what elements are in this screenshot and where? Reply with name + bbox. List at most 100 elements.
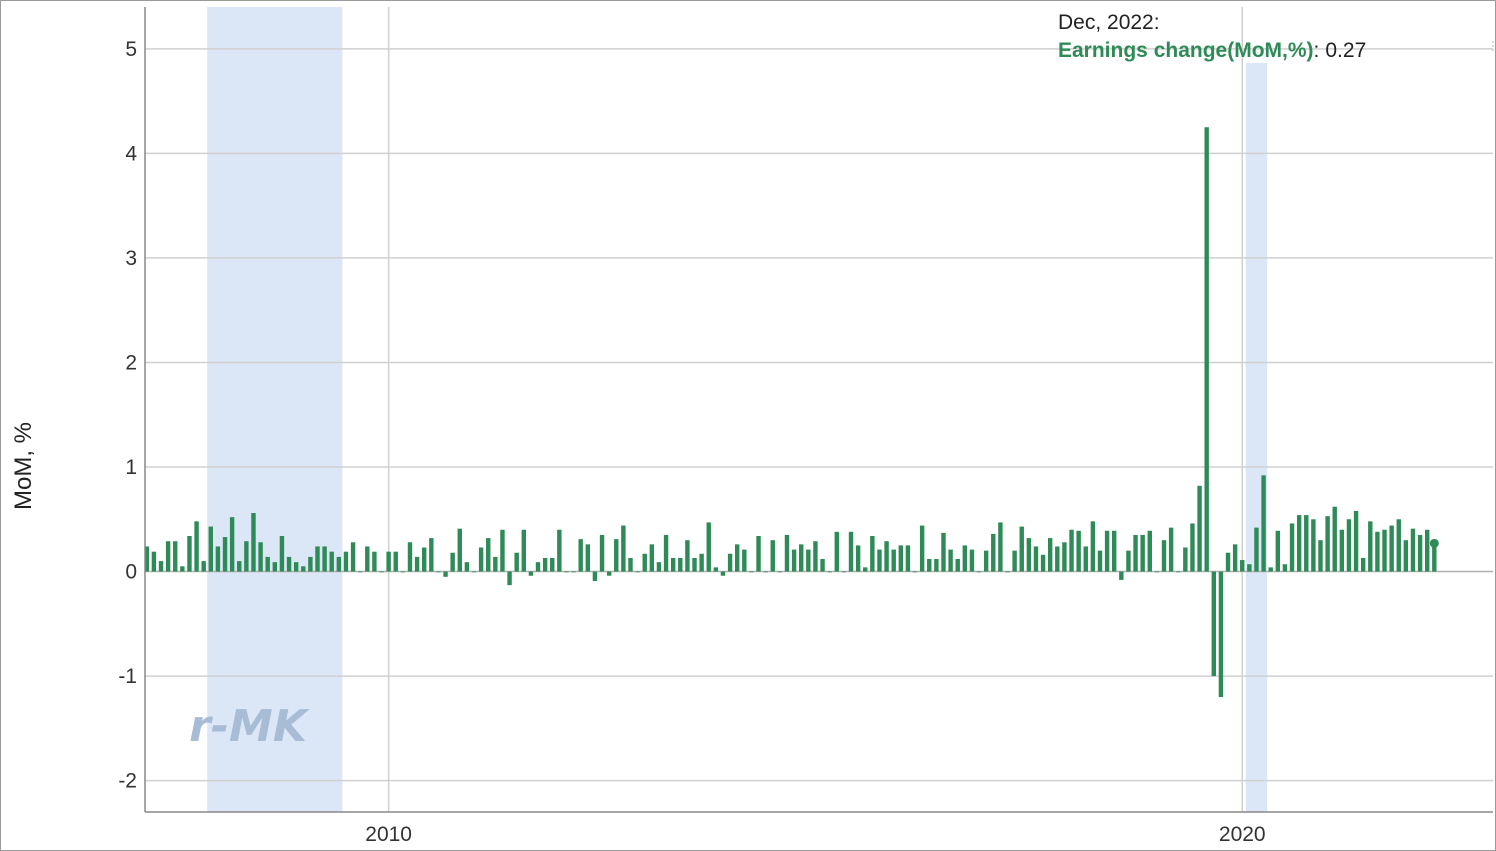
data-bar[interactable] bbox=[244, 541, 249, 572]
data-bar[interactable] bbox=[841, 571, 847, 573]
data-bar[interactable] bbox=[884, 541, 889, 572]
data-bar[interactable] bbox=[521, 529, 526, 572]
data-bar[interactable] bbox=[1190, 523, 1195, 572]
data-bar[interactable] bbox=[1275, 530, 1281, 572]
data-bar[interactable] bbox=[720, 571, 726, 576]
data-bar[interactable] bbox=[429, 538, 434, 572]
data-bar[interactable] bbox=[151, 551, 157, 572]
data-bar[interactable] bbox=[1161, 540, 1167, 572]
data-bar[interactable] bbox=[1211, 571, 1216, 677]
data-bar[interactable] bbox=[464, 562, 470, 572]
data-bar[interactable] bbox=[663, 534, 669, 572]
data-bar[interactable] bbox=[1282, 564, 1288, 572]
data-bar[interactable] bbox=[877, 549, 882, 572]
data-bar[interactable] bbox=[407, 542, 413, 572]
data-bar[interactable] bbox=[542, 557, 548, 572]
data-bar[interactable] bbox=[1346, 519, 1352, 572]
data-bar[interactable] bbox=[422, 547, 427, 572]
data-bar[interactable] bbox=[614, 539, 619, 572]
data-bar[interactable] bbox=[834, 531, 839, 572]
data-bar[interactable] bbox=[606, 571, 612, 576]
data-bar[interactable] bbox=[1026, 538, 1032, 572]
data-bar[interactable] bbox=[365, 546, 370, 572]
data-bar[interactable] bbox=[1204, 127, 1209, 572]
data-bar[interactable] bbox=[1403, 540, 1409, 572]
data-bar[interactable] bbox=[1147, 530, 1152, 572]
data-bar[interactable] bbox=[1062, 542, 1067, 572]
data-bar[interactable] bbox=[1368, 521, 1373, 572]
data-bar[interactable] bbox=[1425, 529, 1430, 572]
data-bar[interactable] bbox=[336, 556, 342, 572]
data-bar[interactable] bbox=[678, 557, 683, 572]
data-bar[interactable] bbox=[813, 541, 818, 572]
data-bar[interactable] bbox=[478, 547, 484, 572]
data-bar[interactable] bbox=[1375, 531, 1380, 572]
data-bar[interactable] bbox=[891, 549, 896, 572]
data-bar[interactable] bbox=[1126, 550, 1131, 572]
data-bar[interactable] bbox=[1047, 538, 1053, 572]
data-bar[interactable] bbox=[1140, 534, 1145, 572]
data-bar[interactable] bbox=[372, 551, 377, 572]
data-bar[interactable] bbox=[692, 557, 697, 572]
data-bar[interactable] bbox=[173, 541, 178, 572]
data-bar[interactable] bbox=[934, 559, 939, 572]
data-bar[interactable] bbox=[535, 562, 541, 572]
data-bar[interactable] bbox=[1396, 519, 1401, 572]
data-bar[interactable] bbox=[393, 551, 398, 572]
data-bar[interactable] bbox=[308, 556, 313, 572]
data-bar[interactable] bbox=[948, 549, 953, 572]
data-bar[interactable] bbox=[1410, 528, 1416, 572]
data-bar[interactable] bbox=[1033, 546, 1039, 572]
data-bar[interactable] bbox=[379, 571, 384, 573]
data-bar[interactable] bbox=[1168, 527, 1174, 572]
data-bar[interactable] bbox=[962, 545, 968, 572]
data-bar[interactable] bbox=[258, 542, 263, 572]
data-bar[interactable] bbox=[165, 541, 171, 572]
data-bar[interactable] bbox=[713, 567, 719, 572]
data-bar[interactable] bbox=[322, 546, 327, 572]
data-bar[interactable] bbox=[955, 559, 960, 572]
data-bar[interactable] bbox=[1296, 515, 1302, 572]
data-bar[interactable] bbox=[208, 526, 213, 572]
data-bar[interactable] bbox=[898, 545, 904, 572]
data-bar[interactable] bbox=[1325, 516, 1330, 572]
data-bar[interactable] bbox=[1176, 571, 1181, 573]
data-bar[interactable] bbox=[585, 544, 591, 572]
data-bar[interactable] bbox=[578, 539, 583, 572]
data-bar[interactable] bbox=[855, 545, 861, 572]
data-bar[interactable] bbox=[1289, 523, 1295, 572]
data-bar[interactable] bbox=[400, 571, 406, 573]
data-bar[interactable] bbox=[1197, 485, 1202, 572]
data-bar[interactable] bbox=[592, 571, 598, 581]
data-bar[interactable] bbox=[1104, 530, 1110, 572]
data-bar[interactable] bbox=[1112, 530, 1117, 572]
data-bar[interactable] bbox=[734, 544, 740, 572]
data-bar[interactable] bbox=[806, 549, 811, 572]
data-bar[interactable] bbox=[969, 549, 975, 572]
data-bar[interactable] bbox=[144, 546, 149, 572]
data-bar[interactable] bbox=[1005, 571, 1010, 573]
data-bar[interactable] bbox=[649, 544, 655, 572]
data-bar[interactable] bbox=[1069, 529, 1074, 572]
data-bar[interactable] bbox=[1318, 540, 1323, 572]
data-bar[interactable] bbox=[770, 540, 775, 572]
data-bar[interactable] bbox=[927, 559, 932, 572]
data-bar[interactable] bbox=[1076, 530, 1081, 572]
data-bar[interactable] bbox=[301, 566, 306, 572]
data-bar[interactable] bbox=[1012, 550, 1017, 572]
data-bar[interactable] bbox=[528, 571, 534, 576]
data-bar[interactable] bbox=[450, 552, 455, 572]
data-bar[interactable] bbox=[1247, 564, 1252, 572]
data-bar[interactable] bbox=[180, 566, 185, 572]
data-bar[interactable] bbox=[215, 546, 221, 572]
data-bar[interactable] bbox=[1304, 515, 1309, 572]
data-bar[interactable] bbox=[1382, 529, 1387, 572]
data-bar[interactable] bbox=[1119, 571, 1124, 580]
data-bar[interactable] bbox=[749, 571, 754, 573]
data-bar[interactable] bbox=[912, 571, 918, 573]
data-bar[interactable] bbox=[507, 571, 512, 586]
data-bar[interactable] bbox=[1432, 543, 1437, 572]
data-bar[interactable] bbox=[272, 562, 278, 572]
data-bar[interactable] bbox=[919, 525, 925, 572]
data-bar[interactable] bbox=[905, 545, 911, 572]
